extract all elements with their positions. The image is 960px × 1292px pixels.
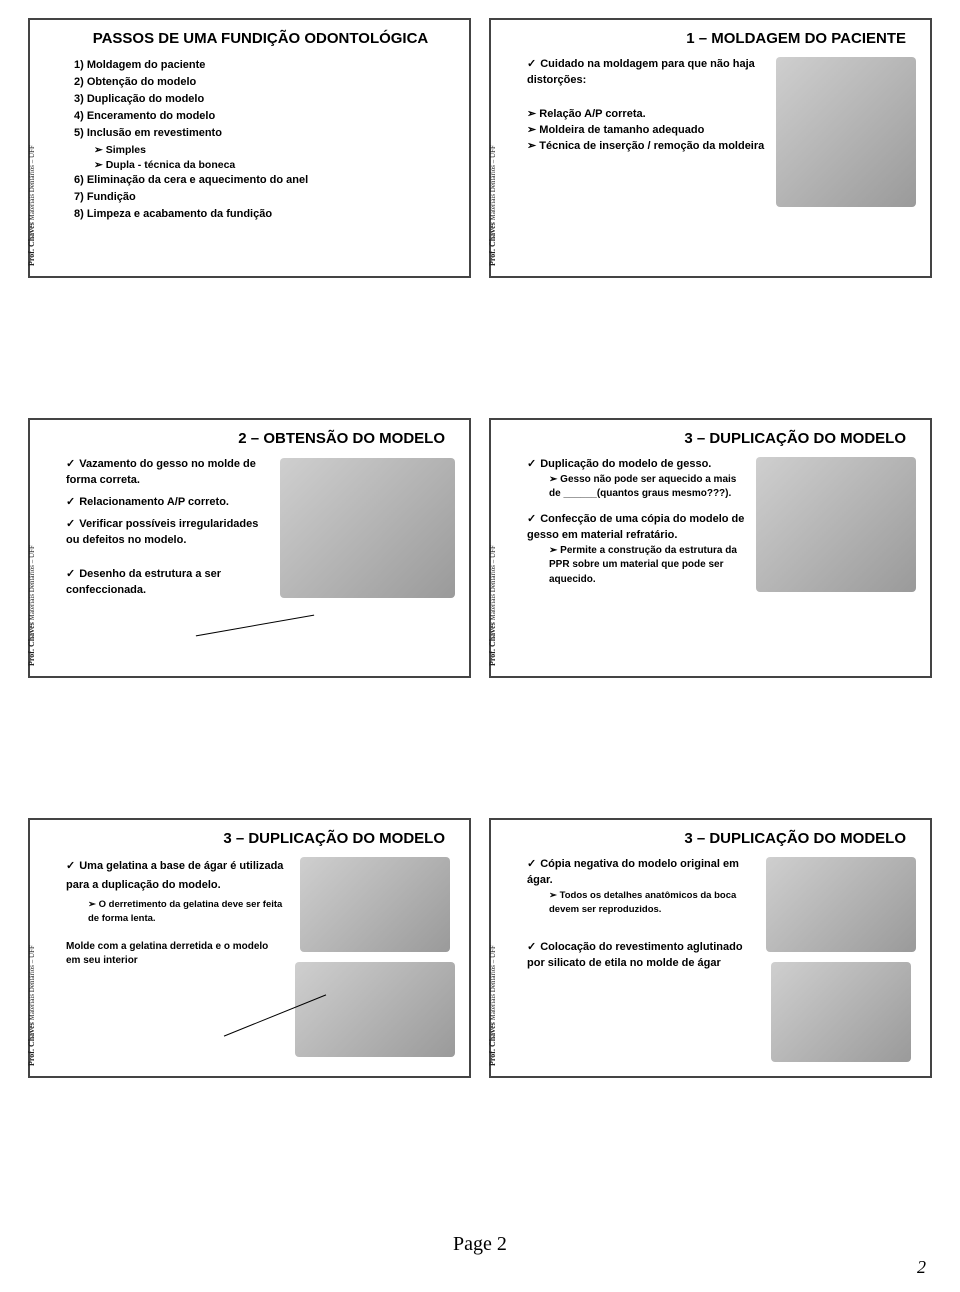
- slide-content: Uma gelatina a base de ágar é utilizada …: [66, 857, 455, 1057]
- check-line: Confecção de uma cópia do modelo de gess…: [527, 512, 746, 544]
- list-item: 2) Obtenção do modelo: [74, 75, 455, 91]
- slide-moldagem: Prof. Chaves Materiais Dentários – UFF 1…: [489, 18, 932, 278]
- check-line: Cuidado na moldagem para que não haja di…: [527, 57, 766, 89]
- check-line: Cópia negativa do modelo original em ága…: [527, 857, 756, 889]
- check-line: Relacionamento A/P correto.: [66, 495, 270, 511]
- slide-title: PASSOS DE UMA FUNDIÇÃO ODONTOLÓGICA: [66, 30, 455, 48]
- slide-content: Vazamento do gesso no molde de forma cor…: [66, 457, 455, 599]
- arrow-line: Moldeira de tamanho adequado: [527, 123, 766, 139]
- slide-title: 1 – MOLDAGEM DO PACIENTE: [527, 30, 916, 47]
- slide-title: 3 – DUPLICAÇÃO DO MODELO: [66, 830, 455, 847]
- slide-content: Cópia negativa do modelo original em ága…: [527, 857, 916, 1062]
- list-item: 5) Inclusão em revestimento: [74, 126, 455, 142]
- sub-line: Permite a construção da estrutura da PPR…: [527, 544, 746, 588]
- arrow-line: Técnica de inserção / remoção da moldeir…: [527, 139, 766, 155]
- vlabel: Prof. Chaves Materiais Dentários – UFF: [488, 945, 497, 1066]
- sub-line: O derretimento da gelatina deve ser feit…: [66, 898, 285, 926]
- slide-passos: Prof. Chaves Materiais Dentários – UFF P…: [28, 18, 471, 278]
- page-footer: Page 2: [0, 1233, 960, 1256]
- arrow-line: Relação A/P correta.: [527, 107, 766, 123]
- slide-content: 1) Moldagem do paciente 2) Obtenção do m…: [66, 58, 455, 223]
- image-placeholder: [300, 857, 450, 952]
- list-item: 1) Moldagem do paciente: [74, 58, 455, 74]
- sub-line: Gesso não pode ser aquecido a mais de __…: [527, 473, 746, 502]
- vlabel: Prof. Chaves Materiais Dentários – UFF: [488, 545, 497, 666]
- check-line: Desenho da estrutura a ser confeccionada…: [66, 567, 270, 599]
- image-placeholder: [766, 857, 916, 952]
- check-line: Colocação do revestimento aglutinado por…: [527, 940, 756, 972]
- image-placeholder: [776, 57, 916, 207]
- page-number: 2: [917, 1257, 926, 1278]
- slide-duplicacao-1: Prof. Chaves Materiais Dentários – UFF 3…: [489, 418, 932, 678]
- sub-item: Dupla - técnica da boneca: [66, 158, 455, 173]
- image-placeholder: [295, 962, 455, 1057]
- list-item: 7) Fundição: [74, 190, 455, 206]
- list-item: 3) Duplicação do modelo: [74, 92, 455, 108]
- slide-obtensao: Prof. Chaves Materiais Dentários – UFF 2…: [28, 418, 471, 678]
- vlabel: Prof. Chaves Materiais Dentários – UFF: [488, 145, 497, 266]
- slide-duplicacao-3: Prof. Chaves Materiais Dentários – UFF 3…: [489, 818, 932, 1078]
- check-line: Duplicação do modelo de gesso.: [527, 457, 746, 473]
- slide-title: 3 – DUPLICAÇÃO DO MODELO: [527, 830, 916, 847]
- check-line: Vazamento do gesso no molde de forma cor…: [66, 457, 270, 489]
- list-item: 4) Enceramento do modelo: [74, 109, 455, 125]
- list-item: 8) Limpeza e acabamento da fundição: [74, 207, 455, 223]
- vlabel: Prof. Chaves Materiais Dentários – UFF: [27, 145, 36, 266]
- sub-line: Todos os detalhes anatômicos da boca dev…: [527, 889, 756, 917]
- sub-item: Simples: [66, 143, 455, 158]
- check-line: Uma gelatina a base de ágar é utilizada …: [66, 857, 285, 894]
- slide-content: Cuidado na moldagem para que não haja di…: [527, 57, 916, 207]
- slide-duplicacao-2: Prof. Chaves Materiais Dentários – UFF 3…: [28, 818, 471, 1078]
- vlabel: Prof. Chaves Materiais Dentários – UFF: [27, 945, 36, 1066]
- vlabel: Prof. Chaves Materiais Dentários – UFF: [27, 545, 36, 666]
- image-placeholder: [280, 458, 455, 598]
- image-placeholder: [756, 457, 916, 592]
- slide-title: 3 – DUPLICAÇÃO DO MODELO: [527, 430, 916, 447]
- list-item: 6) Eliminação da cera e aquecimento do a…: [74, 173, 455, 189]
- slide-content: Duplicação do modelo de gesso. Gesso não…: [527, 457, 916, 592]
- connector-line: [196, 615, 314, 637]
- text-line: Molde com a gelatina derretida e o model…: [66, 940, 285, 969]
- check-line: Verificar possíveis irregularidades ou d…: [66, 517, 270, 549]
- image-placeholder: [771, 962, 911, 1062]
- slide-title: 2 – OBTENSÃO DO MODELO: [66, 430, 455, 447]
